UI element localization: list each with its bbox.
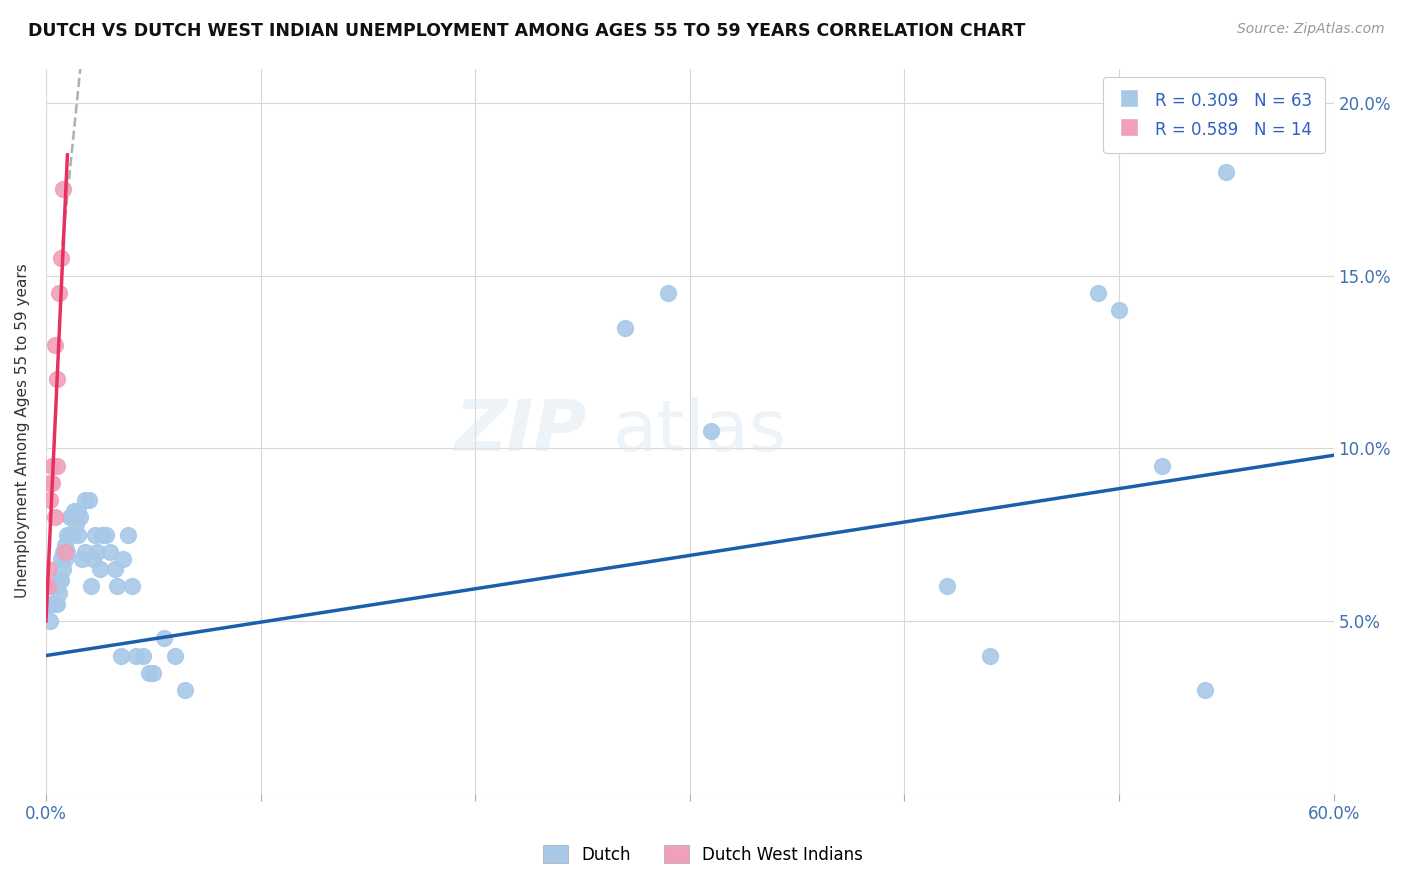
- Point: [657, 285, 679, 300]
- Point: [58, 510, 80, 524]
- Point: [39, 475, 62, 490]
- Legend: R = 0.309   N = 63, R = 0.589   N = 14: R = 0.309 N = 63, R = 0.589 N = 14: [1104, 77, 1326, 153]
- Point: [49, 252, 72, 266]
- Point: [90, 527, 112, 541]
- Point: [63, 503, 86, 517]
- Point: [1087, 285, 1109, 300]
- Point: [67, 527, 90, 541]
- Point: [45, 597, 67, 611]
- Point: [39, 579, 62, 593]
- Point: [77, 493, 100, 508]
- Point: [614, 320, 637, 334]
- Point: [39, 614, 62, 628]
- Point: [86, 545, 108, 559]
- Point: [45, 458, 67, 473]
- Point: [69, 510, 91, 524]
- Point: [73, 493, 96, 508]
- Point: [110, 648, 132, 663]
- Point: [37, 579, 59, 593]
- Point: [117, 527, 139, 541]
- Point: [41, 458, 63, 473]
- Y-axis label: Unemployment Among Ages 55 to 59 years: Unemployment Among Ages 55 to 59 years: [15, 264, 30, 599]
- Point: [56, 545, 79, 559]
- Point: [60, 527, 83, 541]
- Point: [936, 579, 959, 593]
- Point: [72, 552, 94, 566]
- Point: [44, 597, 66, 611]
- Point: [125, 648, 148, 663]
- Point: [60, 510, 83, 524]
- Text: atlas: atlas: [613, 397, 787, 466]
- Point: [49, 573, 72, 587]
- Point: [94, 527, 117, 541]
- Point: [1215, 165, 1237, 179]
- Point: [1194, 683, 1216, 698]
- Text: Source: ZipAtlas.com: Source: ZipAtlas.com: [1237, 22, 1385, 37]
- Point: [89, 562, 111, 576]
- Point: [73, 545, 96, 559]
- Point: [52, 545, 75, 559]
- Point: [37, 562, 59, 576]
- Point: [979, 648, 1001, 663]
- Point: [112, 552, 135, 566]
- Point: [82, 552, 104, 566]
- Point: [39, 493, 62, 508]
- Point: [131, 648, 153, 663]
- Point: [53, 538, 76, 552]
- Point: [84, 527, 107, 541]
- Text: DUTCH VS DUTCH WEST INDIAN UNEMPLOYMENT AMONG AGES 55 TO 59 YEARS CORRELATION CH: DUTCH VS DUTCH WEST INDIAN UNEMPLOYMENT …: [28, 22, 1025, 40]
- Point: [700, 424, 723, 438]
- Point: [48, 586, 70, 600]
- Point: [41, 597, 63, 611]
- Point: [104, 562, 127, 576]
- Point: [44, 338, 66, 352]
- Point: [53, 552, 76, 566]
- Point: [52, 562, 75, 576]
- Point: [142, 665, 165, 680]
- Point: [67, 503, 90, 517]
- Point: [45, 372, 67, 386]
- Point: [163, 648, 186, 663]
- Point: [49, 552, 72, 566]
- Point: [53, 545, 76, 559]
- Point: [80, 579, 103, 593]
- Point: [45, 579, 67, 593]
- Point: [37, 597, 59, 611]
- Point: [44, 510, 66, 524]
- Legend: Dutch, Dutch West Indians: Dutch, Dutch West Indians: [536, 838, 870, 871]
- Point: [41, 579, 63, 593]
- Point: [41, 475, 63, 490]
- Point: [1108, 303, 1130, 318]
- Point: [174, 683, 197, 698]
- Point: [121, 579, 143, 593]
- Point: [1150, 458, 1173, 473]
- Point: [56, 527, 79, 541]
- Point: [105, 579, 128, 593]
- Point: [58, 527, 80, 541]
- Point: [44, 579, 66, 593]
- Point: [48, 285, 70, 300]
- Text: ZIP: ZIP: [454, 397, 586, 466]
- Point: [98, 545, 121, 559]
- Point: [138, 665, 160, 680]
- Point: [52, 182, 75, 196]
- Point: [48, 573, 70, 587]
- Point: [153, 632, 176, 646]
- Point: [65, 517, 87, 532]
